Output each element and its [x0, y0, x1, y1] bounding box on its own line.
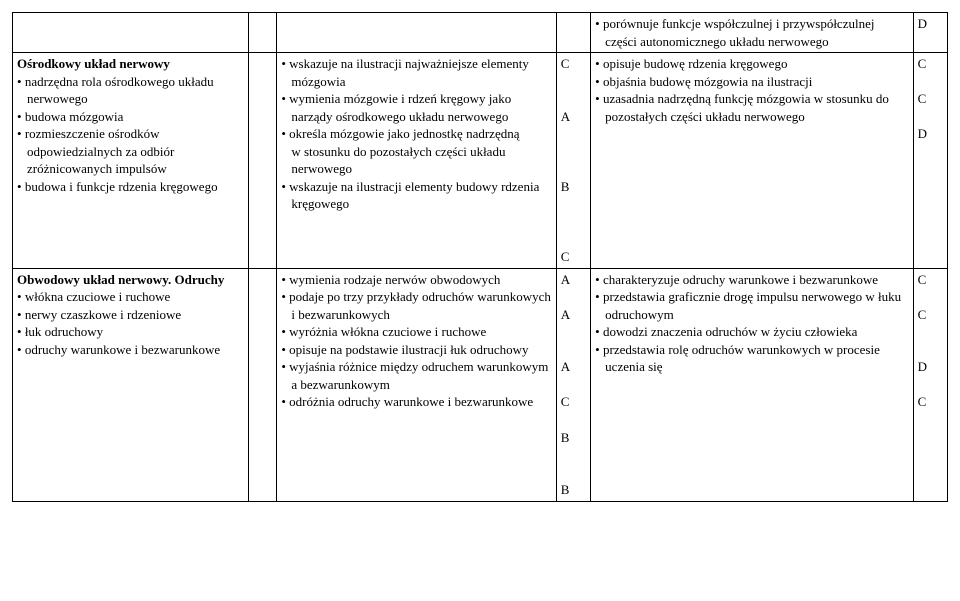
right-item: dowodzi znaczenia odruchów w życiu człow…	[595, 323, 908, 341]
table-row: Ośrodkowy układ nerwowynadrzędna rola oś…	[13, 53, 948, 269]
topic-title: Obwodowy układ nerwowy. Odruchy	[17, 271, 244, 289]
blank-cell	[249, 268, 277, 501]
curriculum-table: porównuje funkcje współczulnej i przywsp…	[12, 12, 948, 502]
blank-cell	[249, 13, 277, 53]
right-item: uzasadnia nadrzędną funkcję mózgowia w s…	[595, 90, 908, 125]
right-item: opisuje budowę rdzenia kręgowego	[595, 55, 908, 73]
topic-item: nadrzędna rola ośrodkowego układu nerwow…	[17, 73, 244, 108]
topic-title: Ośrodkowy układ nerwowy	[17, 55, 244, 73]
mid-item: wskazuje na ilustracji najważniejsze ele…	[281, 55, 551, 90]
mid-item: wyróżnia włókna czuciowe i ruchowe	[281, 323, 551, 341]
mid-letters: A A A C B B	[561, 271, 586, 499]
right-cell: opisuje budowę rdzenia kręgowegoobjaśnia…	[591, 53, 913, 269]
mid-item: wyjaśnia różnice między odruchem warunko…	[281, 358, 551, 393]
right-item: porównuje funkcje współczulnej i przywsp…	[595, 15, 908, 50]
mid-item: wymienia rodzaje nerwów obwodowych	[281, 271, 551, 289]
topic-item: odruchy warunkowe i bezwarunkowe	[17, 341, 244, 359]
mid-cell: wymienia rodzaje nerwów obwodowychpodaje…	[277, 268, 556, 501]
mid-item: wymienia mózgowie i rdzeń kręgowy jako n…	[281, 90, 551, 125]
right-item: charakteryzuje odruchy warunkowe i bezwa…	[595, 271, 908, 289]
right-item: objaśnia budowę mózgowia na ilustracji	[595, 73, 908, 91]
topic-cell: Obwodowy układ nerwowy. Odruchywłókna cz…	[13, 268, 249, 501]
right-letters: D	[918, 15, 943, 33]
mid-letters: C A B C	[561, 55, 586, 266]
topic-item: włókna czuciowe i ruchowe	[17, 288, 244, 306]
mid-item: wskazuje na ilustracji elementy budowy r…	[281, 178, 551, 213]
right-letter-cell: D	[913, 13, 947, 53]
right-letter-cell: C C D C	[913, 268, 947, 501]
right-letters: C C D C	[918, 271, 943, 411]
mid-item: opisuje na podstawie ilustracji łuk odru…	[281, 341, 551, 359]
mid-letter-cell	[556, 13, 590, 53]
mid-cell	[277, 13, 556, 53]
table-row: Obwodowy układ nerwowy. Odruchywłókna cz…	[13, 268, 948, 501]
topic-item: łuk odruchowy	[17, 323, 244, 341]
right-cell: charakteryzuje odruchy warunkowe i bezwa…	[591, 268, 913, 501]
topic-cell: Ośrodkowy układ nerwowynadrzędna rola oś…	[13, 53, 249, 269]
mid-item: określa mózgowie jako jednostkę nadrzędn…	[281, 125, 551, 178]
mid-item: podaje po trzy przykłady odruchów warunk…	[281, 288, 551, 323]
topic-cell	[13, 13, 249, 53]
blank-cell	[249, 53, 277, 269]
right-item: przedstawia rolę odruchów warunkowych w …	[595, 341, 908, 376]
topic-item: budowa mózgowia	[17, 108, 244, 126]
mid-letter-cell: C A B C	[556, 53, 590, 269]
table-row: porównuje funkcje współczulnej i przywsp…	[13, 13, 948, 53]
mid-item: odróżnia odruchy warunkowe i bezwarunkow…	[281, 393, 551, 411]
right-item: przedstawia graficznie drogę impulsu ner…	[595, 288, 908, 323]
mid-letter-cell: A A A C B B	[556, 268, 590, 501]
right-letters: C C D	[918, 55, 943, 143]
mid-cell: wskazuje na ilustracji najważniejsze ele…	[277, 53, 556, 269]
right-cell: porównuje funkcje współczulnej i przywsp…	[591, 13, 913, 53]
topic-item: nerwy czaszkowe i rdzeniowe	[17, 306, 244, 324]
topic-item: rozmieszczenie ośrodków odpowiedzialnych…	[17, 125, 244, 178]
right-letter-cell: C C D	[913, 53, 947, 269]
topic-item: budowa i funkcje rdzenia kręgowego	[17, 178, 244, 196]
